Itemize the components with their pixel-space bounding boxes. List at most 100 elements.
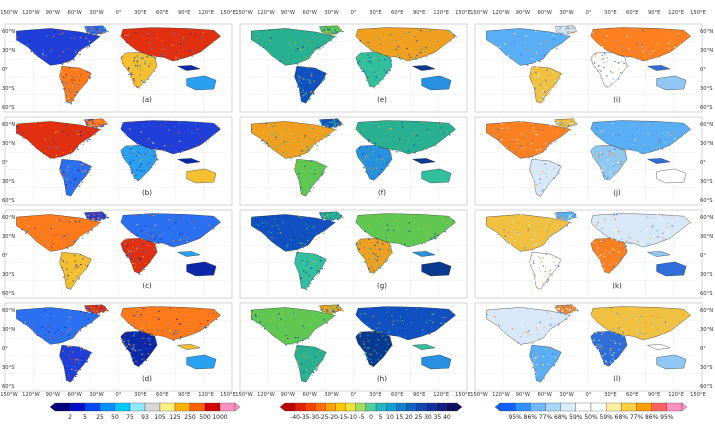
map-panel: (k) bbox=[474, 209, 703, 299]
continent-eurasia bbox=[590, 120, 691, 155]
bottom-lon-label: 90°W bbox=[46, 392, 60, 398]
map-panel: (j) bbox=[474, 116, 703, 206]
continent-indonesia bbox=[411, 251, 436, 257]
bottom-lon-label: 0° bbox=[586, 392, 592, 398]
panel-label: (i) bbox=[613, 96, 621, 104]
colorbar-tick-label: 59% bbox=[600, 414, 614, 421]
colorbar-tick-label: 77% bbox=[539, 414, 553, 421]
colorbar-swatch bbox=[174, 402, 191, 412]
colorbar-tick-label: 25 bbox=[415, 414, 423, 421]
colorbar-tick-label: -30 bbox=[309, 414, 319, 421]
colorbar-tick-label: 105 bbox=[154, 414, 166, 421]
continent-indonesia bbox=[411, 65, 436, 71]
top-lon-label: 150°E bbox=[220, 10, 236, 16]
top-lon-label: 30°E bbox=[369, 10, 381, 16]
top-lon-label: 120°W bbox=[22, 10, 40, 16]
continent-north-america bbox=[16, 121, 101, 159]
colorbar-swatch bbox=[545, 402, 561, 412]
left-lat-label: 30°N bbox=[2, 141, 15, 147]
right-lat-label: 60°N bbox=[700, 29, 713, 35]
bottom-lon-label: 90°E bbox=[178, 392, 190, 398]
colorbar-swatch bbox=[355, 402, 367, 412]
bottom-lon-label: 30°E bbox=[604, 392, 616, 398]
continent-australia bbox=[421, 261, 452, 277]
panel-label: (g) bbox=[377, 282, 387, 290]
right-lat-label: 0° bbox=[700, 67, 706, 73]
continent-south-america bbox=[294, 66, 327, 104]
continent-indonesia bbox=[646, 65, 671, 71]
left-lat-label: 30°S bbox=[2, 272, 15, 278]
bottom-lon-label: 120°E bbox=[198, 392, 214, 398]
colorbar-tick-label: -35 bbox=[300, 414, 310, 421]
colorbar-swatch bbox=[284, 402, 296, 412]
colorbar-swatch bbox=[386, 402, 397, 412]
left-lat-label: 30°S bbox=[2, 86, 15, 92]
colorbar-swatch bbox=[406, 402, 417, 412]
continent-indonesia bbox=[411, 344, 436, 350]
map-texture bbox=[488, 211, 692, 290]
right-lat-label: 60°N bbox=[700, 308, 713, 314]
top-lon-label: 30°W bbox=[324, 10, 338, 16]
colorbar-tick-label: 10 bbox=[386, 414, 394, 421]
map-texture bbox=[492, 25, 681, 105]
left-lat-label: 60°S bbox=[2, 198, 15, 204]
top-lon-label: 150°W bbox=[470, 10, 488, 16]
left-lat-label: 60°N bbox=[2, 29, 15, 35]
bottom-lon-label: 120°E bbox=[668, 392, 684, 398]
bottom-lon-label: 30°W bbox=[559, 392, 573, 398]
left-lat-label: 60°N bbox=[2, 215, 15, 221]
colorbar-swatch bbox=[315, 402, 326, 412]
top-lon-label: 120°E bbox=[668, 10, 684, 16]
top-lon-label: 30°E bbox=[134, 10, 146, 16]
colorbar-swatch bbox=[560, 402, 577, 412]
bottom-lon-label: 60°E bbox=[391, 392, 403, 398]
top-lon-label: 120°W bbox=[257, 10, 275, 16]
right-lat-label: 30°N bbox=[700, 234, 713, 240]
continent-australia bbox=[186, 168, 217, 184]
bottom-lon-label: 150°E bbox=[690, 392, 706, 398]
colorbar-tick-label: 93 bbox=[141, 414, 149, 421]
colorbar-tick-label: 86% bbox=[645, 414, 659, 421]
top-lon-label: 120°E bbox=[433, 10, 449, 16]
colorbar-swatch bbox=[54, 402, 71, 412]
right-lat-label: 60°S bbox=[700, 384, 713, 390]
colorbar-swatch bbox=[294, 402, 306, 412]
right-lat-label: 60°S bbox=[700, 291, 713, 297]
map-panel: (d) bbox=[4, 302, 233, 392]
top-lon-label: 150°W bbox=[0, 10, 18, 16]
panel-label: (j) bbox=[613, 189, 621, 197]
colorbar-swatch bbox=[446, 402, 458, 412]
continent-australia bbox=[656, 261, 687, 277]
colorbars: 2 5 25 50 75 93 105 125 250 500 1000 -40 -35 -30 -25 -2… bbox=[49, 402, 688, 421]
colorbar-tick-label: 77% bbox=[630, 414, 644, 421]
colorbar-swatch bbox=[666, 402, 683, 412]
continent-eurasia bbox=[355, 27, 456, 62]
bottom-lon-label: 60°E bbox=[156, 392, 168, 398]
continent-australia bbox=[186, 261, 217, 277]
continent-africa bbox=[355, 145, 393, 181]
left-lat-label: 30°N bbox=[2, 327, 15, 333]
bottom-lon-label: 150°W bbox=[470, 392, 488, 398]
bottom-lon-label: 150°E bbox=[455, 392, 471, 398]
right-lat-label: 60°S bbox=[700, 198, 713, 204]
panel-label: (a) bbox=[142, 96, 152, 104]
map-texture bbox=[256, 25, 457, 103]
colorbar-tick-label: 95% bbox=[509, 414, 523, 421]
colorbar-swatch bbox=[325, 402, 336, 412]
colorbar-arrow bbox=[234, 402, 241, 412]
left-lat-label: 30°S bbox=[2, 179, 15, 185]
colorbar-arrow bbox=[456, 402, 463, 412]
top-lon-label: 150°E bbox=[690, 10, 706, 16]
colorbar-swatch bbox=[159, 402, 176, 412]
left-lat-label: 60°S bbox=[2, 384, 15, 390]
continent-australia bbox=[421, 75, 452, 91]
panel-label: (d) bbox=[142, 375, 152, 383]
continent-north-america bbox=[16, 214, 101, 252]
colorbar-swatch bbox=[636, 402, 652, 412]
panel-label: (h) bbox=[377, 375, 387, 383]
top-lon-label: 120°W bbox=[492, 10, 510, 16]
map-panels: (a) (e) (i) (b) (f) (j) (c) (g) (k) (d) (h) (l) bbox=[4, 23, 703, 392]
top-lon-label: 60°W bbox=[303, 10, 317, 16]
colorbar-tick-label: -10 bbox=[347, 414, 357, 421]
